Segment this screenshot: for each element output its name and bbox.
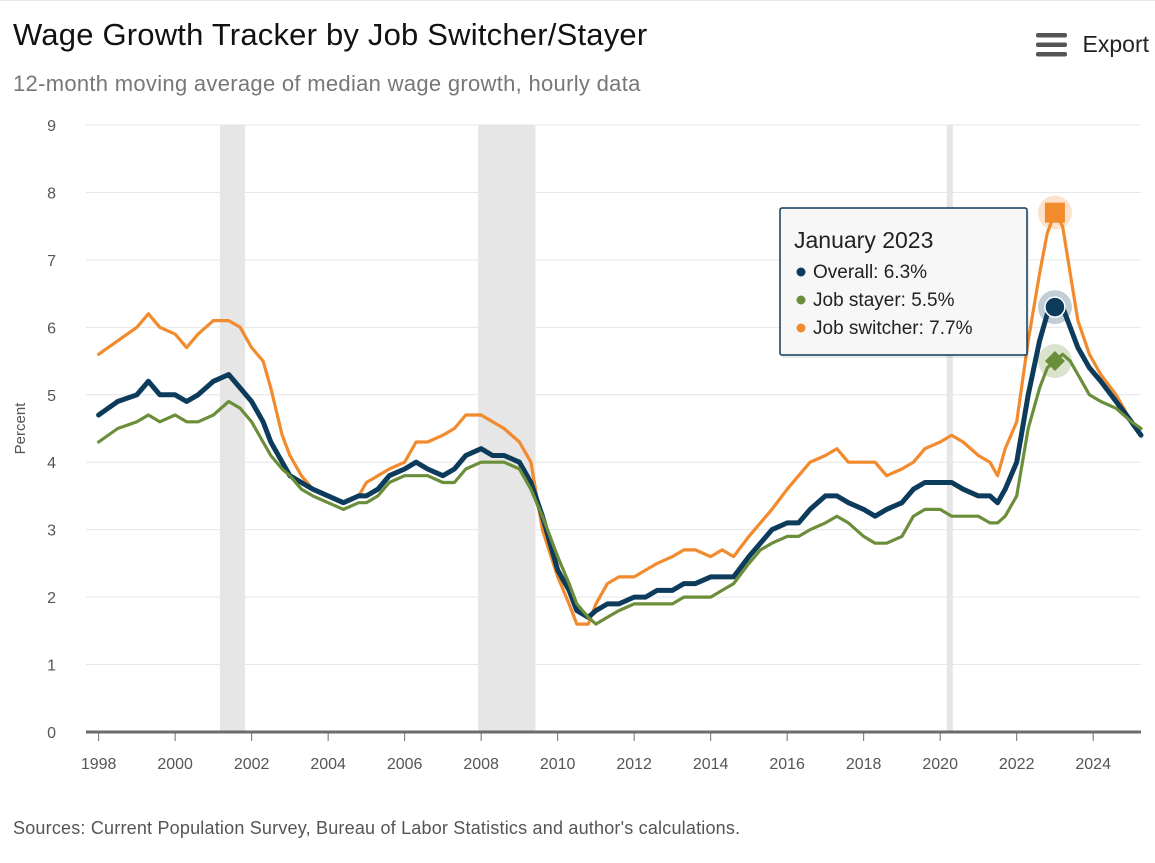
tooltip-legend-dot-2 [796, 323, 806, 333]
y-tick-label-9: 9 [47, 118, 56, 135]
y-tick-label-4: 4 [47, 455, 56, 472]
series-line-job-stayer [97, 352, 1143, 626]
x-tick-label-2020: 2020 [922, 756, 958, 773]
x-tick-label-2008: 2008 [463, 756, 499, 773]
tooltip-item-0: Overall: 6.3% [813, 262, 927, 283]
x-tick-label-2024: 2024 [1075, 756, 1111, 773]
tooltip-item-2: Job switcher: 7.7% [813, 318, 973, 339]
recession-band-1 [478, 125, 536, 732]
hamburger-menu-icon[interactable] [1035, 32, 1067, 57]
y-tick-label-8: 8 [47, 185, 56, 202]
export-label: Export [1082, 31, 1149, 57]
x-tick-label-2004: 2004 [310, 756, 346, 773]
tooltip-date: January 2023 [794, 227, 933, 253]
x-tick-label-2022: 2022 [999, 756, 1035, 773]
y-axis-title: Percent [12, 402, 29, 455]
y-tick-label-2: 2 [47, 590, 56, 607]
tooltip-box [779, 207, 1028, 356]
y-tick-label-1: 1 [47, 658, 56, 675]
x-tick-label-2010: 2010 [540, 756, 576, 773]
source-note: Sources: Current Population Survey, Bure… [13, 818, 741, 838]
y-tick-label-6: 6 [47, 320, 56, 337]
recession-band-0 [219, 125, 246, 732]
x-tick-label-2006: 2006 [387, 756, 423, 773]
x-tick-label-2016: 2016 [769, 756, 805, 773]
x-tick-label-2000: 2000 [157, 756, 193, 773]
y-tick-label-3: 3 [47, 523, 56, 540]
x-tick-label-2002: 2002 [234, 756, 270, 773]
x-tick-label-2014: 2014 [693, 756, 729, 773]
export-button[interactable]: Export [1035, 31, 1149, 58]
highlight-marker-job-switcher[interactable] [1044, 202, 1065, 223]
y-tick-label-5: 5 [47, 388, 56, 405]
series-line-overall [96, 304, 1144, 620]
y-tick-label-7: 7 [47, 253, 56, 270]
tooltip-legend-dot-1 [796, 295, 806, 305]
chart-title: Wage Growth Tracker by Job Switcher/Stay… [13, 17, 648, 52]
chart-subtitle: 12-month moving average of median wage g… [13, 71, 641, 96]
x-tick-label-1998: 1998 [81, 756, 117, 773]
highlight-marker-job-stayer[interactable] [1044, 351, 1065, 372]
series-line-job-switcher [97, 211, 1143, 626]
x-tick-label-2018: 2018 [846, 756, 882, 773]
tooltip-legend-dot-0 [796, 267, 806, 277]
highlight-marker-overall[interactable] [1044, 296, 1066, 318]
recession-band-2 [946, 125, 953, 732]
x-tick-label-2012: 2012 [616, 756, 652, 773]
tooltip-item-1: Job stayer: 5.5% [813, 290, 955, 311]
y-tick-label-0: 0 [47, 725, 56, 742]
